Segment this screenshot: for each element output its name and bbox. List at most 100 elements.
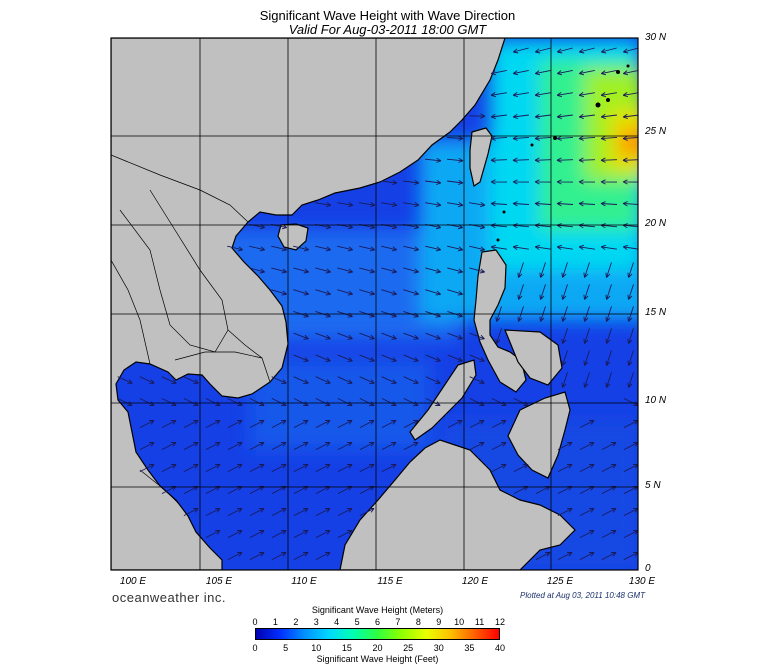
- wave-arrow: [600, 92, 617, 98]
- wave-arrow: [403, 441, 419, 451]
- wave-arrow: [293, 289, 310, 296]
- wave-arrow: [556, 157, 574, 163]
- wave-arrow: [469, 419, 485, 429]
- wave-arrow: [517, 262, 524, 278]
- wave-arrow: [337, 354, 353, 362]
- wave-arrow: [490, 69, 507, 76]
- wave-arrow: [117, 397, 133, 407]
- wave-arrow: [490, 157, 508, 163]
- wave-arrow: [249, 463, 265, 473]
- wave-arrow: [403, 202, 420, 208]
- feet-tick-40: 40: [494, 643, 506, 653]
- wave-arrow: [512, 201, 530, 207]
- wave-arrow: [579, 551, 595, 561]
- wave-arrow: [539, 262, 546, 278]
- wave-arrow: [627, 262, 634, 278]
- wave-arrow: [337, 376, 353, 384]
- wave-arrow: [249, 419, 265, 429]
- wave-arrow: [447, 419, 463, 429]
- wave-arrow: [447, 179, 464, 186]
- wave-arrow: [539, 284, 546, 300]
- wave-arrow: [381, 354, 397, 362]
- wave-arrow: [337, 267, 353, 274]
- wave-arrow: [249, 397, 265, 407]
- plotted-timestamp: Plotted at Aug 03, 2011 10:48 GMT: [520, 591, 645, 600]
- wave-arrow: [622, 157, 638, 163]
- wave-arrow: [490, 113, 507, 120]
- wave-arrow: [337, 419, 353, 429]
- wave-arrow: [425, 332, 441, 340]
- wave-arrow: [359, 397, 375, 407]
- wave-arrow: [622, 179, 638, 185]
- wave-arrow: [512, 113, 529, 120]
- wave-arrow: [512, 179, 530, 185]
- wave-arrow: [557, 551, 573, 561]
- wave-arrow: [227, 419, 243, 429]
- wave-arrow: [622, 113, 638, 120]
- wave-arrow: [513, 397, 529, 407]
- wave-arrow: [183, 441, 199, 451]
- wave-arrow: [469, 267, 485, 274]
- wave-arrow: [337, 463, 353, 473]
- wave-arrow: [161, 419, 177, 429]
- wave-arrow: [183, 419, 199, 429]
- wave-arrow: [600, 157, 618, 163]
- wave-arrow: [534, 69, 551, 76]
- wave-arrow: [622, 201, 638, 207]
- wave-arrow: [425, 267, 441, 274]
- colorbar-meters-ticks: 0 1 2 3 4 5 6 7 8 9 10 11 12: [252, 617, 505, 627]
- wave-arrow: [381, 202, 398, 208]
- wave-arrow: [513, 47, 529, 54]
- wave-arrow: [205, 397, 221, 407]
- lat-label-10n: 10 N: [645, 395, 667, 406]
- wave-arrow: [447, 267, 463, 274]
- wave-arrow: [561, 350, 568, 366]
- wave-arrow: [622, 244, 638, 250]
- wave-arrow: [403, 267, 419, 274]
- lat-label-5n: 5 N: [645, 480, 661, 491]
- wave-arrow: [600, 244, 617, 250]
- wave-arrow: [293, 354, 309, 362]
- wave-arrow: [469, 354, 485, 362]
- lat-label-25n: 25 N: [645, 126, 667, 137]
- wave-arrow: [627, 372, 634, 388]
- map-frame: [110, 37, 639, 571]
- wave-arrow: [139, 419, 155, 429]
- wave-arrow: [381, 332, 397, 340]
- colorbar-feet-label: Significant Wave Height (Feet): [316, 654, 439, 664]
- wave-arrow: [561, 372, 568, 388]
- country-borders: [111, 154, 271, 506]
- wave-arrow: [315, 463, 331, 473]
- land-masses: [111, 38, 576, 570]
- wave-arrow: [534, 179, 552, 185]
- wave-arrow: [469, 441, 485, 451]
- wave-arrow: [359, 463, 375, 473]
- wave-arrow: [403, 376, 419, 384]
- wave-arrow: [359, 354, 375, 362]
- wave-arrow: [469, 202, 486, 208]
- wave-arrow: [227, 507, 243, 517]
- wave-arrow: [425, 376, 441, 384]
- wave-arrow: [315, 332, 331, 340]
- wave-arrow: [293, 529, 309, 539]
- lat-label-0: 0: [645, 563, 651, 574]
- wave-arrow: [315, 289, 332, 296]
- wave-arrow: [446, 157, 464, 163]
- wave-arrow: [205, 507, 221, 517]
- wave-arrow: [600, 113, 617, 120]
- meters-tick-12: 12: [494, 617, 506, 627]
- wave-arrow: [183, 376, 199, 384]
- wave-arrow: [205, 441, 221, 451]
- wave-arrow: [359, 289, 376, 296]
- wave-arrow: [337, 289, 354, 296]
- wave-arrow: [359, 267, 375, 274]
- wave-arrow: [139, 463, 155, 473]
- wave-arrow: [578, 179, 596, 185]
- wave-arrow: [249, 529, 265, 539]
- wave-arrow: [600, 201, 618, 207]
- wave-arrow: [293, 245, 310, 252]
- colorbar-feet-ticks: 0 5 10 15 20 25 30 35 40: [252, 643, 505, 653]
- wave-arrow: [446, 135, 464, 141]
- wave-arrow: [600, 69, 617, 76]
